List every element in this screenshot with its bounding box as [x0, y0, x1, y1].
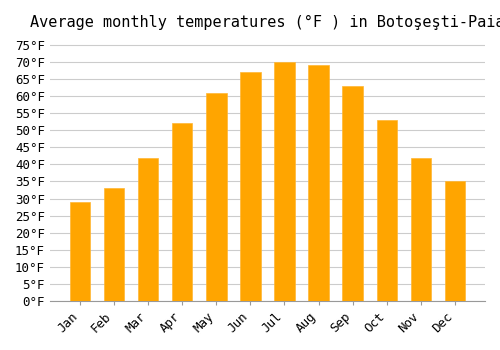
- Bar: [104, 188, 124, 301]
- Bar: [308, 65, 329, 301]
- Bar: [445, 181, 465, 301]
- Bar: [274, 62, 294, 301]
- Bar: [172, 124, 193, 301]
- Bar: [70, 202, 90, 301]
- Bar: [410, 158, 431, 301]
- Bar: [206, 93, 227, 301]
- Bar: [240, 72, 260, 301]
- Bar: [376, 120, 397, 301]
- Title: Average monthly temperatures (°F ) in Botoşeşti-Paia: Average monthly temperatures (°F ) in Bo…: [30, 15, 500, 30]
- Bar: [138, 158, 158, 301]
- Bar: [342, 86, 363, 301]
